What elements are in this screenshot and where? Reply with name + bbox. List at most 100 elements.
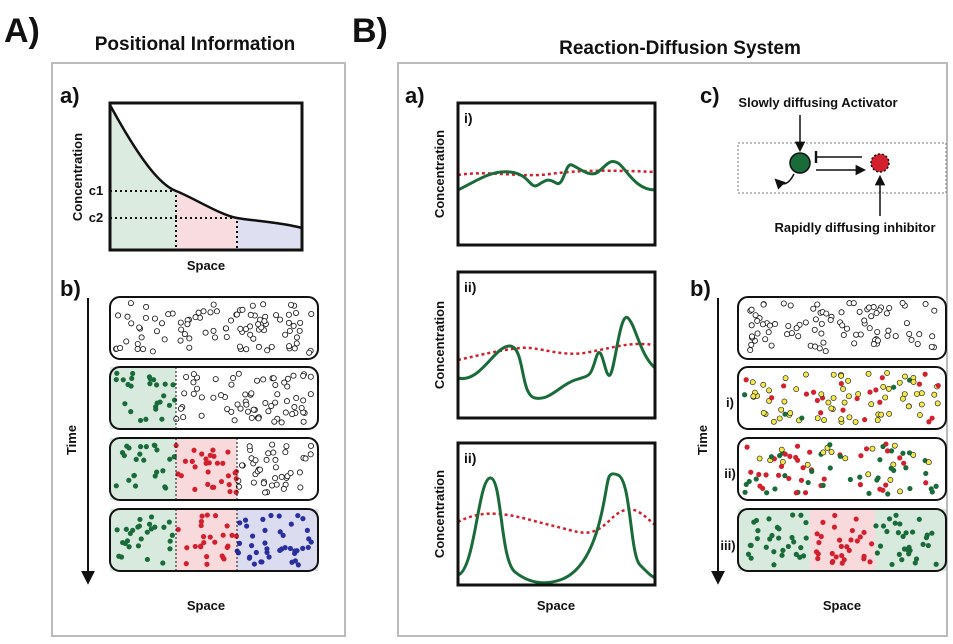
cell (757, 456, 762, 461)
cell (824, 311, 829, 316)
cell (897, 489, 902, 494)
cell (149, 526, 154, 531)
cell (877, 487, 882, 492)
cell (253, 458, 258, 463)
sub-label: b) (690, 276, 711, 301)
cell (786, 476, 791, 481)
cell (256, 322, 261, 327)
cell (771, 549, 776, 554)
cell (855, 538, 860, 543)
cell (137, 452, 142, 457)
panel-title: Reaction-Diffusion System (559, 38, 801, 59)
cell (269, 344, 274, 349)
cell (920, 542, 925, 547)
cell (866, 371, 871, 376)
cell (840, 386, 845, 391)
cell (127, 544, 132, 549)
cell (229, 409, 234, 414)
cell (272, 419, 277, 424)
panel-letter: A) (4, 12, 40, 50)
cell (137, 517, 142, 522)
cell (788, 303, 793, 308)
cell (838, 454, 843, 459)
cell (163, 485, 168, 490)
cell (298, 485, 303, 490)
cell (881, 384, 886, 389)
cell (923, 480, 928, 485)
cell (306, 545, 311, 550)
cell (229, 382, 234, 387)
cell (243, 392, 248, 397)
cell (935, 401, 940, 406)
cell (150, 349, 155, 354)
cell (818, 410, 823, 415)
cell (816, 540, 821, 545)
cell (884, 311, 889, 316)
cell (850, 528, 855, 533)
cell (178, 338, 183, 343)
cell (930, 334, 935, 339)
cell (282, 380, 287, 385)
cell (160, 468, 165, 473)
cell (887, 411, 892, 416)
cell (900, 451, 905, 456)
cell (893, 521, 898, 526)
cell (244, 523, 249, 528)
cell (779, 553, 784, 558)
cell (883, 482, 888, 487)
cell (822, 476, 827, 481)
cell (136, 543, 141, 548)
cell (815, 556, 820, 561)
tissue-rows (110, 297, 318, 571)
cell (861, 556, 866, 561)
cell (167, 519, 172, 524)
cell (265, 348, 270, 353)
cell (279, 420, 284, 425)
cell (913, 560, 918, 565)
cell (250, 533, 255, 538)
cell (237, 520, 242, 525)
region-shading (110, 100, 302, 250)
cell (229, 533, 234, 538)
cell (125, 314, 130, 319)
cell (269, 403, 274, 408)
cell (138, 418, 143, 423)
cell (900, 300, 905, 305)
cell (887, 516, 892, 521)
cell (926, 460, 931, 465)
cell (271, 450, 276, 455)
cell (135, 341, 140, 346)
cell (897, 380, 902, 385)
cell (775, 525, 780, 530)
cell (116, 554, 121, 559)
cell (781, 383, 786, 388)
cell (871, 304, 876, 309)
cell (273, 457, 278, 462)
cell (138, 444, 143, 449)
cell (279, 474, 284, 479)
cell (184, 561, 189, 566)
cell (783, 452, 788, 457)
cell (124, 527, 129, 532)
cell (789, 331, 794, 336)
cell (777, 453, 782, 458)
cell (858, 332, 863, 337)
cell (794, 387, 799, 392)
cell (845, 378, 850, 383)
cell (154, 382, 159, 387)
cell (819, 534, 824, 539)
cell (262, 490, 267, 495)
cell (776, 473, 781, 478)
zone-fill (875, 509, 946, 571)
cell (182, 331, 187, 336)
panel-title: Positional Information (95, 34, 296, 55)
cell (308, 392, 313, 397)
cell (294, 395, 299, 400)
cell (240, 307, 245, 312)
y-axis-label: Concentration (432, 470, 447, 558)
cell (245, 409, 250, 414)
cell (249, 391, 254, 396)
cell (754, 476, 759, 481)
cell (160, 560, 165, 565)
cell (834, 554, 839, 559)
